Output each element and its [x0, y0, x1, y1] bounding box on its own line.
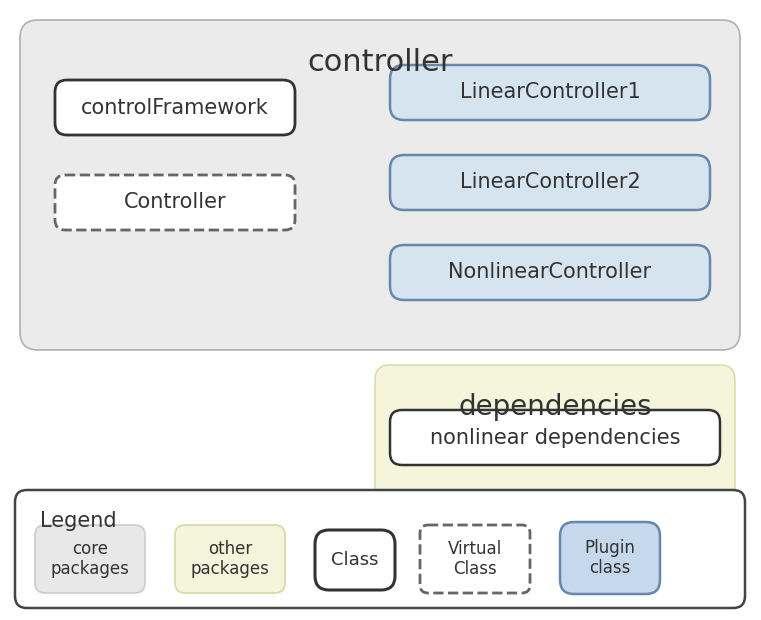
FancyBboxPatch shape: [390, 155, 710, 210]
Text: Plugin
class: Plugin class: [584, 539, 635, 577]
Text: core
packages: core packages: [50, 539, 129, 578]
FancyBboxPatch shape: [55, 80, 295, 135]
FancyBboxPatch shape: [390, 410, 720, 465]
FancyBboxPatch shape: [15, 490, 745, 608]
FancyBboxPatch shape: [55, 175, 295, 230]
FancyBboxPatch shape: [35, 525, 145, 593]
FancyBboxPatch shape: [560, 522, 660, 594]
Text: NonlinearController: NonlinearController: [448, 262, 651, 283]
FancyBboxPatch shape: [315, 530, 395, 590]
Text: LinearController1: LinearController1: [460, 82, 640, 102]
Text: other
packages: other packages: [190, 539, 269, 578]
Text: Virtual
Class: Virtual Class: [448, 539, 502, 578]
Text: dependencies: dependencies: [458, 393, 652, 421]
FancyBboxPatch shape: [20, 20, 740, 350]
FancyBboxPatch shape: [420, 525, 530, 593]
Text: LinearController2: LinearController2: [460, 172, 640, 192]
Text: Class: Class: [331, 551, 379, 569]
Text: Controller: Controller: [124, 192, 226, 213]
Text: Legend: Legend: [40, 511, 116, 531]
Text: controller: controller: [307, 48, 453, 77]
FancyBboxPatch shape: [175, 525, 285, 593]
Text: nonlinear dependencies: nonlinear dependencies: [430, 428, 680, 448]
FancyBboxPatch shape: [375, 365, 735, 505]
Text: controlFramework: controlFramework: [81, 97, 269, 118]
FancyBboxPatch shape: [390, 245, 710, 300]
FancyBboxPatch shape: [390, 65, 710, 120]
